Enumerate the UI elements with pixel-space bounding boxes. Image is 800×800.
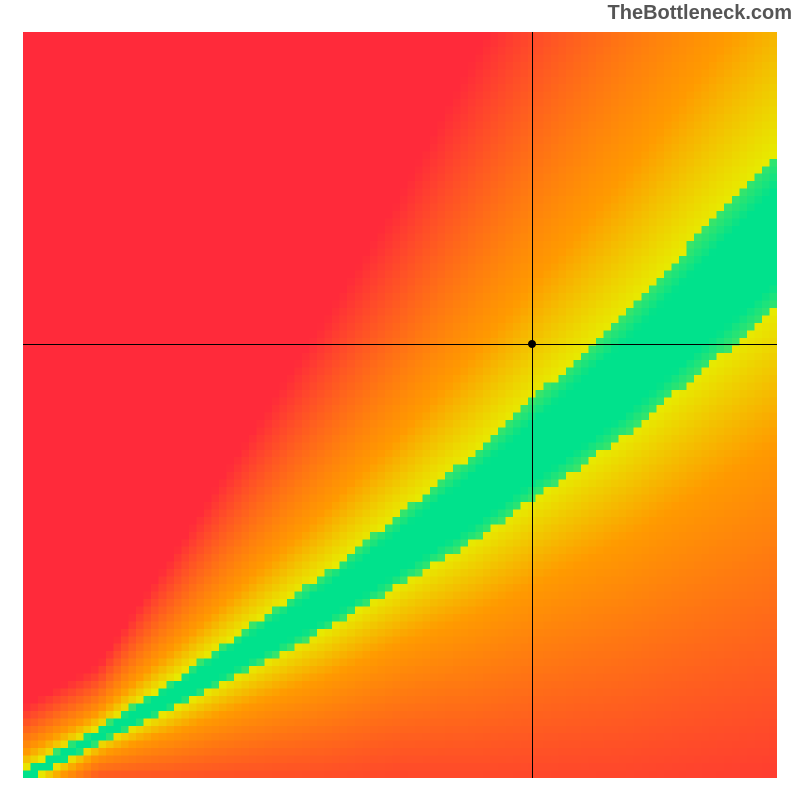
crosshair-marker [528,340,536,348]
figure-container: TheBottleneck.com [0,0,800,800]
crosshair-vertical [532,32,533,778]
crosshair-horizontal [23,344,777,345]
watermark-text: TheBottleneck.com [608,2,792,25]
plot-area [23,32,777,778]
bottleneck-heatmap [23,32,777,778]
